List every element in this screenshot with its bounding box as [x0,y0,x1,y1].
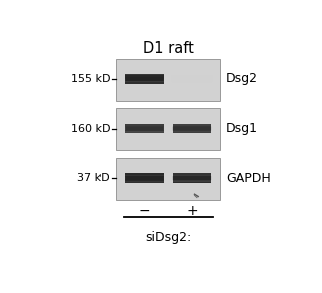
Bar [125,179,164,180]
FancyBboxPatch shape [172,75,212,82]
Bar [125,125,164,126]
FancyBboxPatch shape [173,126,211,131]
Bar [125,176,164,177]
Bar [173,173,211,175]
Text: 155 kD: 155 kD [71,74,110,84]
Bar [125,173,164,175]
Bar [116,108,220,150]
Bar [125,182,164,183]
Bar [173,132,211,133]
Bar [125,129,164,130]
Bar [125,130,164,131]
Bar [125,78,164,79]
Bar [125,177,164,178]
Bar [116,59,220,100]
Bar [173,180,211,182]
Bar [173,124,211,125]
Bar [116,158,220,200]
Text: +: + [186,204,198,218]
Text: Dsg2: Dsg2 [226,72,258,85]
Bar [125,131,164,132]
Bar [125,124,164,125]
Bar [173,182,211,183]
Bar [173,175,211,176]
Bar [125,126,164,127]
Bar [125,76,164,78]
Bar [125,180,164,182]
Text: ': ' [98,173,100,183]
Bar [125,74,164,75]
Bar [125,80,164,81]
FancyBboxPatch shape [126,77,164,81]
Bar [125,127,164,129]
Bar [125,75,164,76]
Text: GAPDH: GAPDH [226,172,271,185]
Bar [125,178,164,179]
Bar [173,125,211,126]
FancyBboxPatch shape [173,176,211,180]
Bar [173,130,211,131]
Bar [173,179,211,180]
Text: −: − [139,204,150,218]
Text: Dsg1: Dsg1 [226,122,258,135]
Bar [125,175,164,176]
Bar [125,132,164,133]
Bar [173,131,211,132]
Bar [173,178,211,179]
Bar [173,177,211,178]
Bar [125,79,164,80]
Text: 37 kD: 37 kD [78,173,110,183]
Bar [173,129,211,130]
Text: 160 kD: 160 kD [71,124,110,134]
Bar [173,127,211,129]
Bar [125,82,164,84]
Bar [125,81,164,82]
FancyBboxPatch shape [126,176,164,180]
Text: siDsg2:: siDsg2: [145,231,191,244]
Bar [173,126,211,127]
Text: D1 raft: D1 raft [143,41,194,56]
FancyBboxPatch shape [126,126,164,131]
Bar [173,176,211,177]
